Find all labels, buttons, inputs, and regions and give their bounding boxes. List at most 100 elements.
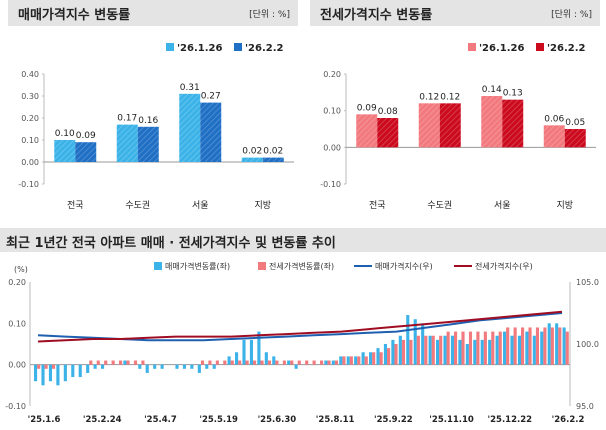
right-panel-title: 전세가격지수 변동률 bbox=[320, 8, 433, 23]
bar-value-label: 0.06 bbox=[544, 114, 564, 124]
legend-label: '26.1.26 bbox=[479, 43, 524, 54]
bar bbox=[564, 129, 586, 148]
bar bbox=[376, 348, 380, 365]
bar bbox=[532, 335, 536, 365]
y-left-tick-label: 0.10 bbox=[8, 319, 26, 328]
bar bbox=[245, 360, 249, 365]
x-tick-label: '26.2.2 bbox=[552, 415, 585, 425]
bar bbox=[126, 360, 130, 365]
x-tick-label: '25.4.7 bbox=[144, 415, 177, 425]
bar bbox=[123, 360, 127, 365]
bar bbox=[431, 335, 435, 365]
bar bbox=[230, 360, 234, 365]
bar bbox=[391, 339, 395, 365]
x-tick-label: '25.1.6 bbox=[28, 415, 61, 425]
y-tick-label: 0.30 bbox=[21, 92, 39, 101]
legend-label: 매매가격지수(우) bbox=[375, 261, 433, 271]
bar bbox=[446, 331, 450, 365]
category-label: 전국 bbox=[67, 200, 84, 211]
bar bbox=[205, 364, 209, 369]
bar bbox=[357, 356, 361, 365]
y-tick-label: -0.10 bbox=[320, 180, 341, 189]
x-tick-label: '25.9.22 bbox=[374, 415, 413, 425]
bar bbox=[227, 356, 231, 365]
bar bbox=[327, 360, 331, 365]
bar bbox=[502, 99, 524, 148]
legend-swatch bbox=[166, 43, 174, 51]
bar bbox=[421, 323, 425, 365]
bar bbox=[44, 364, 48, 369]
sale-change-chart: 0.40 0.30 0.20 0.10 0.00 -0.10 '26.1.26 '26.2.2… bbox=[18, 43, 294, 211]
bar-value-label: 0.16 bbox=[138, 116, 158, 126]
bar bbox=[287, 360, 291, 365]
bar bbox=[104, 360, 108, 365]
category-label: 전국 bbox=[369, 200, 386, 211]
bar bbox=[89, 360, 93, 365]
bar bbox=[141, 360, 145, 365]
bar bbox=[249, 339, 254, 365]
bar-value-label: 0.08 bbox=[378, 107, 398, 117]
bar bbox=[525, 331, 529, 365]
bar bbox=[488, 339, 492, 365]
bar bbox=[481, 96, 503, 148]
legend-label: '26.2.2 bbox=[547, 43, 586, 54]
bar bbox=[547, 323, 551, 365]
bar bbox=[535, 327, 540, 365]
bar bbox=[506, 327, 510, 365]
bar bbox=[272, 356, 276, 365]
y-left-tick-label: 0.00 bbox=[8, 361, 26, 370]
bar bbox=[364, 356, 368, 365]
bar bbox=[439, 335, 443, 365]
bar bbox=[145, 364, 149, 373]
bar bbox=[361, 352, 365, 365]
bar bbox=[528, 327, 532, 365]
bar-value-label: 0.10 bbox=[55, 129, 75, 139]
bar bbox=[473, 339, 477, 365]
category-label: 지방 bbox=[254, 200, 271, 211]
bar bbox=[294, 364, 298, 369]
category-label: 지방 bbox=[556, 200, 573, 211]
y-tick-label: 0.00 bbox=[21, 158, 39, 167]
bar bbox=[379, 352, 383, 365]
bar bbox=[212, 364, 216, 369]
bar-value-label: 0.09 bbox=[76, 131, 96, 141]
bar bbox=[200, 360, 205, 365]
x-tick-label: '25.11.10 bbox=[429, 415, 474, 425]
y-left-tick-label: -0.10 bbox=[5, 402, 26, 411]
bar bbox=[439, 103, 461, 148]
bar bbox=[197, 364, 201, 373]
category-label: 서울 bbox=[192, 200, 209, 211]
bar bbox=[153, 364, 157, 369]
bar bbox=[54, 140, 76, 162]
bar bbox=[86, 364, 90, 373]
y-right-tick-label: 95.0 bbox=[576, 402, 594, 411]
y-tick-label: 0.10 bbox=[323, 107, 341, 116]
bar bbox=[52, 364, 56, 369]
bar bbox=[137, 126, 159, 162]
bar bbox=[93, 364, 97, 369]
bar-value-label: 0.31 bbox=[180, 83, 200, 93]
bar-value-label: 0.13 bbox=[503, 89, 523, 99]
bar bbox=[267, 360, 272, 365]
bar bbox=[262, 157, 284, 162]
category-label: 서울 bbox=[494, 200, 511, 211]
right-panel-unit: [단위 : %] bbox=[551, 10, 592, 20]
legend-label: 전세가격지수(우) bbox=[475, 261, 533, 271]
bar bbox=[78, 364, 82, 378]
bar bbox=[305, 360, 309, 365]
bar bbox=[394, 344, 398, 365]
bar bbox=[179, 93, 201, 162]
bar bbox=[416, 335, 420, 365]
x-tick-label: '25.6.30 bbox=[258, 415, 297, 425]
trend-section-title: 최근 1년간 전국 아파트 매매 · 전세가격지수 및 변동률 추이 bbox=[6, 236, 336, 251]
left-panel-unit: [단위 : %] bbox=[249, 10, 290, 20]
legend-label: 매매가격변동률(좌) bbox=[165, 261, 230, 271]
legend-label: '26.1.26 bbox=[177, 43, 222, 54]
bar bbox=[235, 352, 239, 365]
bar bbox=[550, 327, 554, 365]
bar bbox=[443, 335, 447, 365]
bar-value-label: 0.09 bbox=[357, 103, 377, 113]
bar bbox=[458, 339, 462, 365]
jeonse-change-chart: 0.20 0.10 0.00 -0.10 '26.1.26 '26.2.2 0.09 0.08… bbox=[320, 43, 596, 211]
bar bbox=[101, 364, 105, 369]
